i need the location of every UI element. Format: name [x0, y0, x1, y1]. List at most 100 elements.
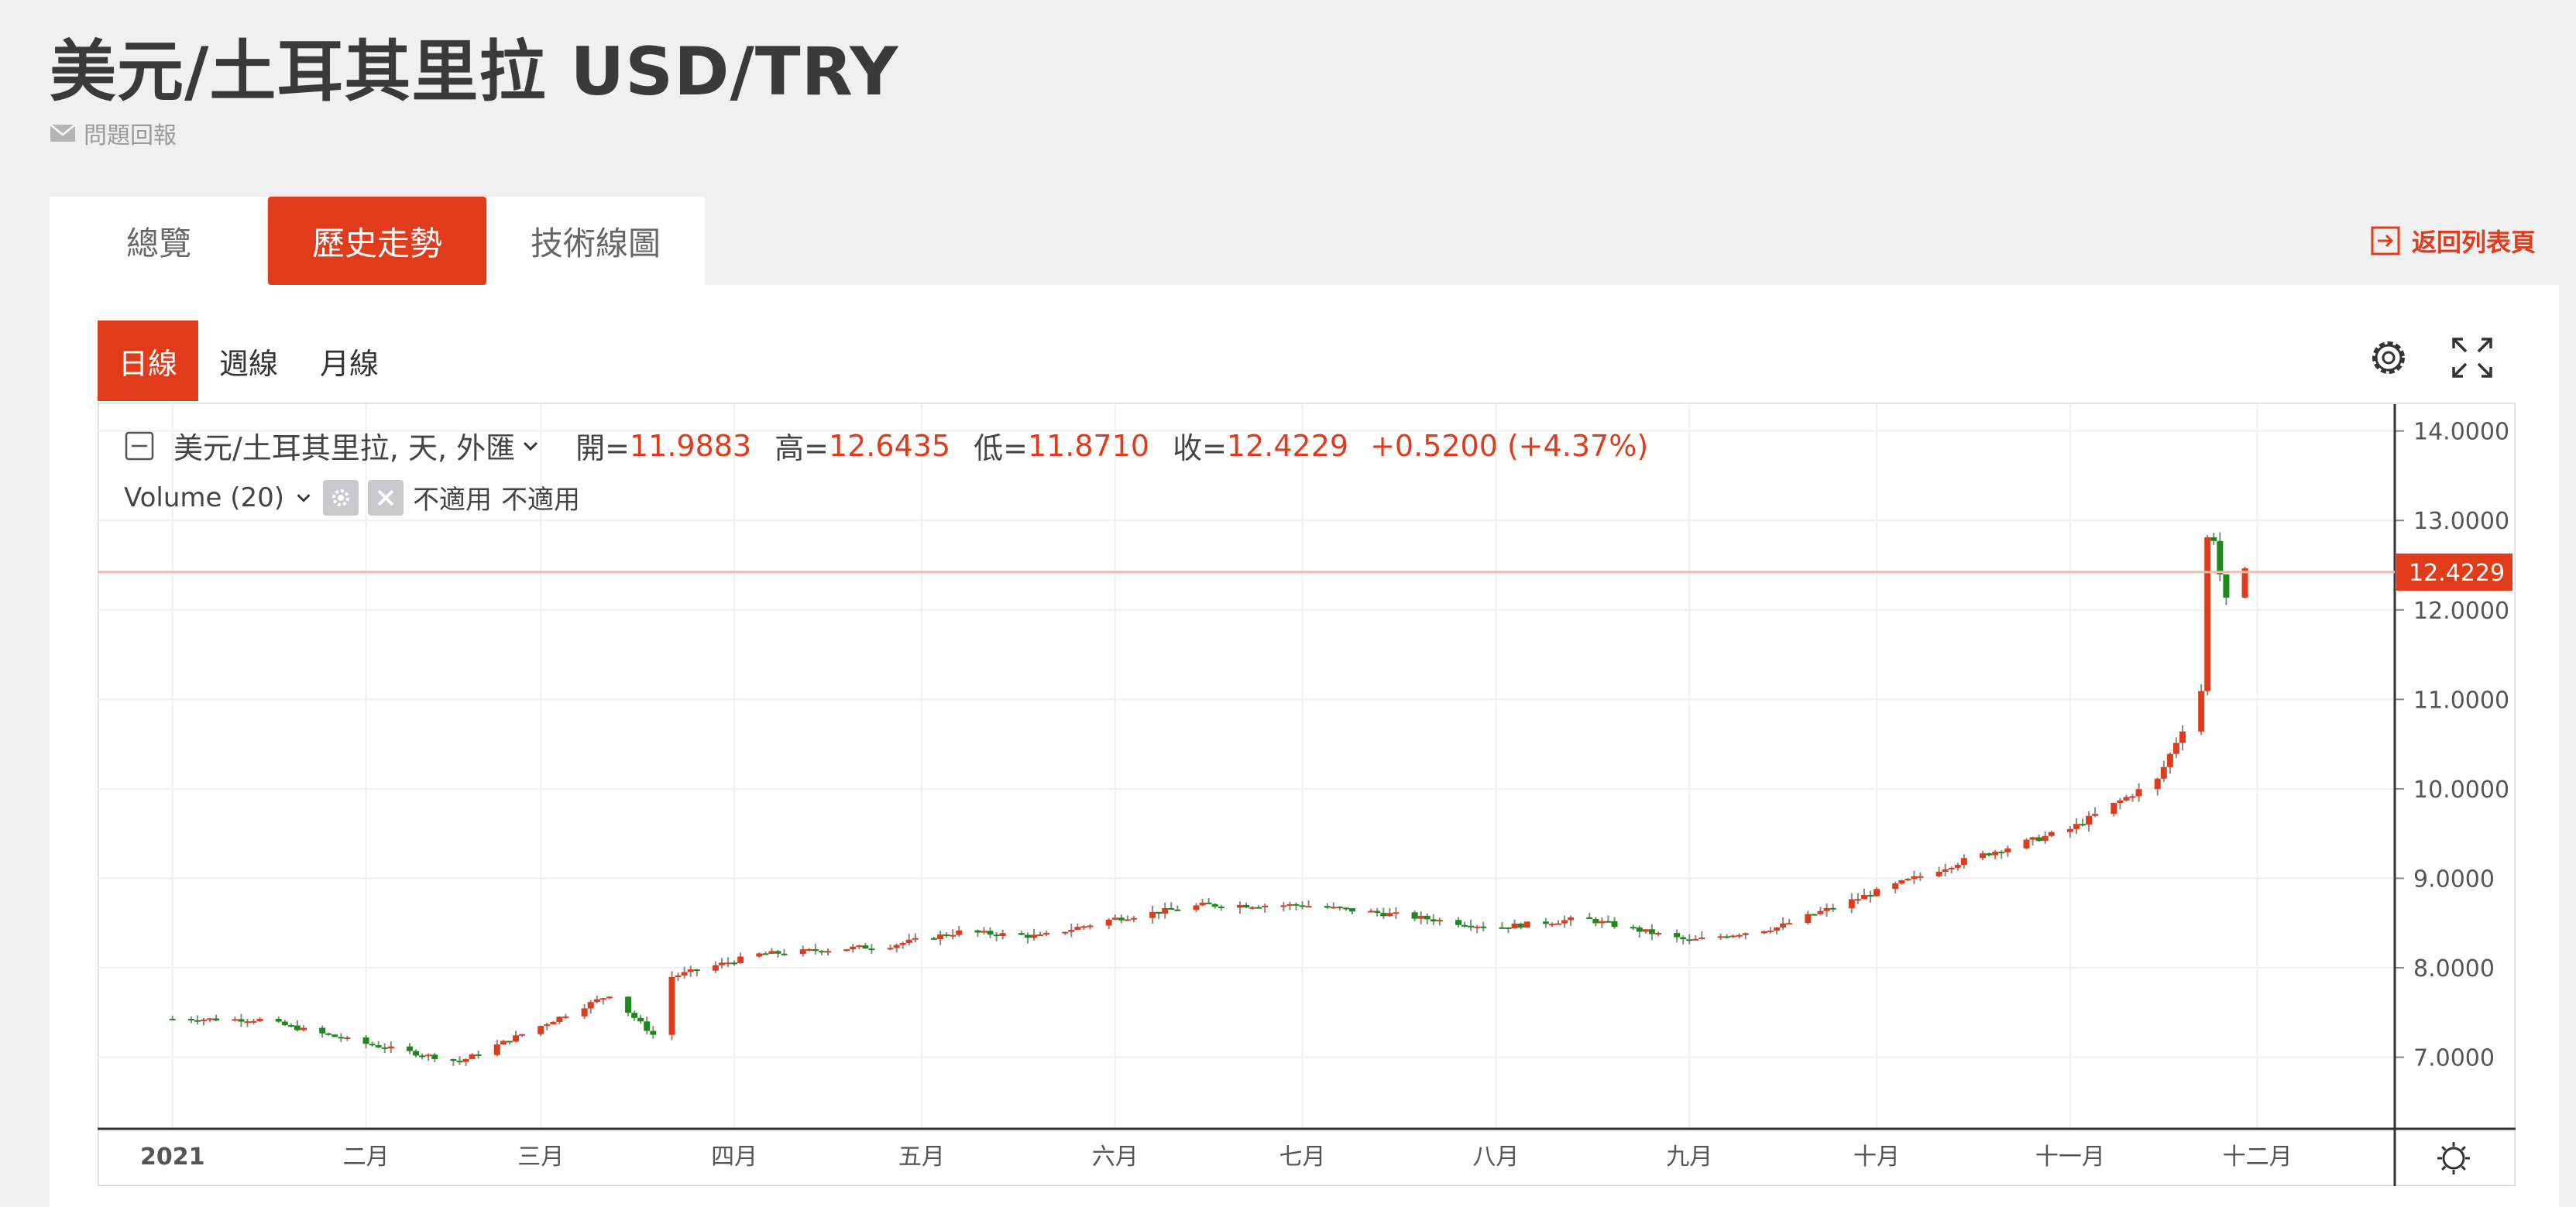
candle-body [2129, 796, 2136, 798]
candle-body [1430, 919, 1437, 922]
candle-body [1648, 929, 1655, 934]
candle-body [1892, 883, 1899, 890]
candle-body [1860, 895, 1867, 900]
volume-settings-icon[interactable] [323, 479, 359, 516]
candle-body [581, 1008, 588, 1017]
candle-body [375, 1045, 382, 1048]
candle-body [294, 1025, 301, 1030]
candle-body [1805, 914, 1812, 924]
candle-body [1780, 923, 1787, 928]
chevron-down-icon[interactable] [520, 435, 541, 457]
fullscreen-icon[interactable] [2447, 333, 2497, 382]
candle-body [1905, 879, 1911, 881]
candle-body [194, 1020, 201, 1022]
candle-body [775, 951, 781, 954]
candlestick-chart[interactable]: 2021 二月 三月 四月 五月 六月 七月 八月 九月 十月 十一月 十二月 14.0000 13.00… [98, 403, 2516, 1186]
candle-body [1068, 930, 1075, 932]
legend-symbol[interactable]: 美元/土耳其里拉, 天, 外匯 [173, 431, 516, 465]
candle-body [1898, 880, 1905, 883]
volume-label[interactable]: Volume (20) [124, 482, 285, 513]
tab-history[interactable]: 歷史走勢 [268, 197, 486, 285]
volume-remove-icon[interactable] [368, 479, 404, 516]
candle-body [937, 934, 944, 939]
candle-body [862, 945, 869, 949]
candle-body [756, 953, 763, 957]
candle-body [201, 1019, 208, 1021]
candle-body [1523, 921, 1530, 928]
candle-body [1336, 907, 1343, 909]
last-price-label: 12.4229 [2409, 560, 2505, 587]
change-value: +0.5200 (+4.37%) [1370, 428, 1649, 463]
candle-body [369, 1044, 376, 1046]
tab-overview[interactable]: 總覽 [125, 224, 191, 262]
candle-body [1674, 933, 1681, 938]
feedback-link[interactable]: 問題回報 [50, 116, 177, 150]
candle-body [2092, 814, 2099, 816]
candle-body [2048, 832, 2055, 836]
candle-body [319, 1027, 326, 1034]
candle-body [1954, 865, 1961, 868]
candle-body [2210, 537, 2217, 541]
x-tick-label: 三月 [517, 1144, 564, 1171]
candle-body [599, 998, 606, 1000]
period-weekly[interactable]: 週線 [218, 346, 278, 381]
candle-body [1829, 907, 1836, 910]
close-label: 收= [1173, 431, 1227, 465]
candle-body [1823, 907, 1830, 911]
candle-body [1280, 905, 1287, 907]
candle-body [2198, 691, 2205, 732]
candle-body [2073, 824, 2080, 829]
candle-body [331, 1034, 338, 1037]
tab-bar: 總覽 歷史走勢 技術線圖 [50, 197, 705, 285]
candle-body [2223, 574, 2230, 598]
candle-body [2080, 824, 2087, 826]
axis-settings-icon[interactable] [2437, 1142, 2470, 1174]
candle-body [250, 1020, 257, 1023]
candle-body [1480, 926, 1487, 928]
period-daily[interactable]: 日線 [98, 321, 198, 401]
period-monthly[interactable]: 月線 [319, 346, 379, 381]
candle-body [1998, 852, 2005, 854]
tab-technical[interactable]: 技術線圖 [530, 224, 661, 262]
x-tick-label: 十二月 [2223, 1144, 2293, 1171]
candle-body [1080, 926, 1087, 928]
candle-body [550, 1021, 557, 1025]
candle-body [725, 962, 732, 965]
candle-body [1074, 927, 1081, 931]
candle-body [238, 1019, 245, 1022]
candle-body [244, 1021, 251, 1024]
candle-body [431, 1054, 438, 1060]
back-to-list-link[interactable]: 返回列表頁 [2370, 223, 2536, 259]
candle-body [1505, 927, 1512, 929]
candle-body [737, 956, 744, 963]
candle-body [1030, 934, 1037, 938]
candle-body [1992, 852, 1999, 856]
candle-body [843, 949, 850, 952]
x-tick-label: 十月 [1853, 1144, 1900, 1171]
candle-body [1305, 906, 1312, 908]
candle-body [1654, 933, 1661, 935]
x-tick-label: 七月 [1279, 1144, 1326, 1171]
collapse-icon[interactable] [124, 430, 155, 461]
candle-body [1205, 902, 1212, 904]
candle-body [1554, 923, 1561, 925]
candle-body [1911, 876, 1918, 880]
candle-body [1243, 904, 1249, 908]
mail-icon [50, 124, 76, 142]
candle-body [1386, 913, 1393, 917]
candle-body [538, 1026, 544, 1034]
candle-body [1611, 921, 1618, 928]
candle-body [1087, 925, 1094, 928]
settings-gear-icon[interactable] [2364, 333, 2413, 382]
candle-body [2066, 828, 2073, 832]
candle-body [631, 1013, 638, 1018]
candle-body [513, 1035, 520, 1042]
candle-body [1960, 858, 1967, 866]
candle-body [187, 1019, 194, 1021]
x-tick-label: 六月 [1092, 1144, 1139, 1171]
candle-body [1698, 937, 1705, 939]
chevron-down-icon[interactable] [294, 488, 314, 508]
candle-body [606, 996, 613, 999]
candle-body [2023, 839, 2030, 849]
candle-body [1174, 909, 1181, 911]
